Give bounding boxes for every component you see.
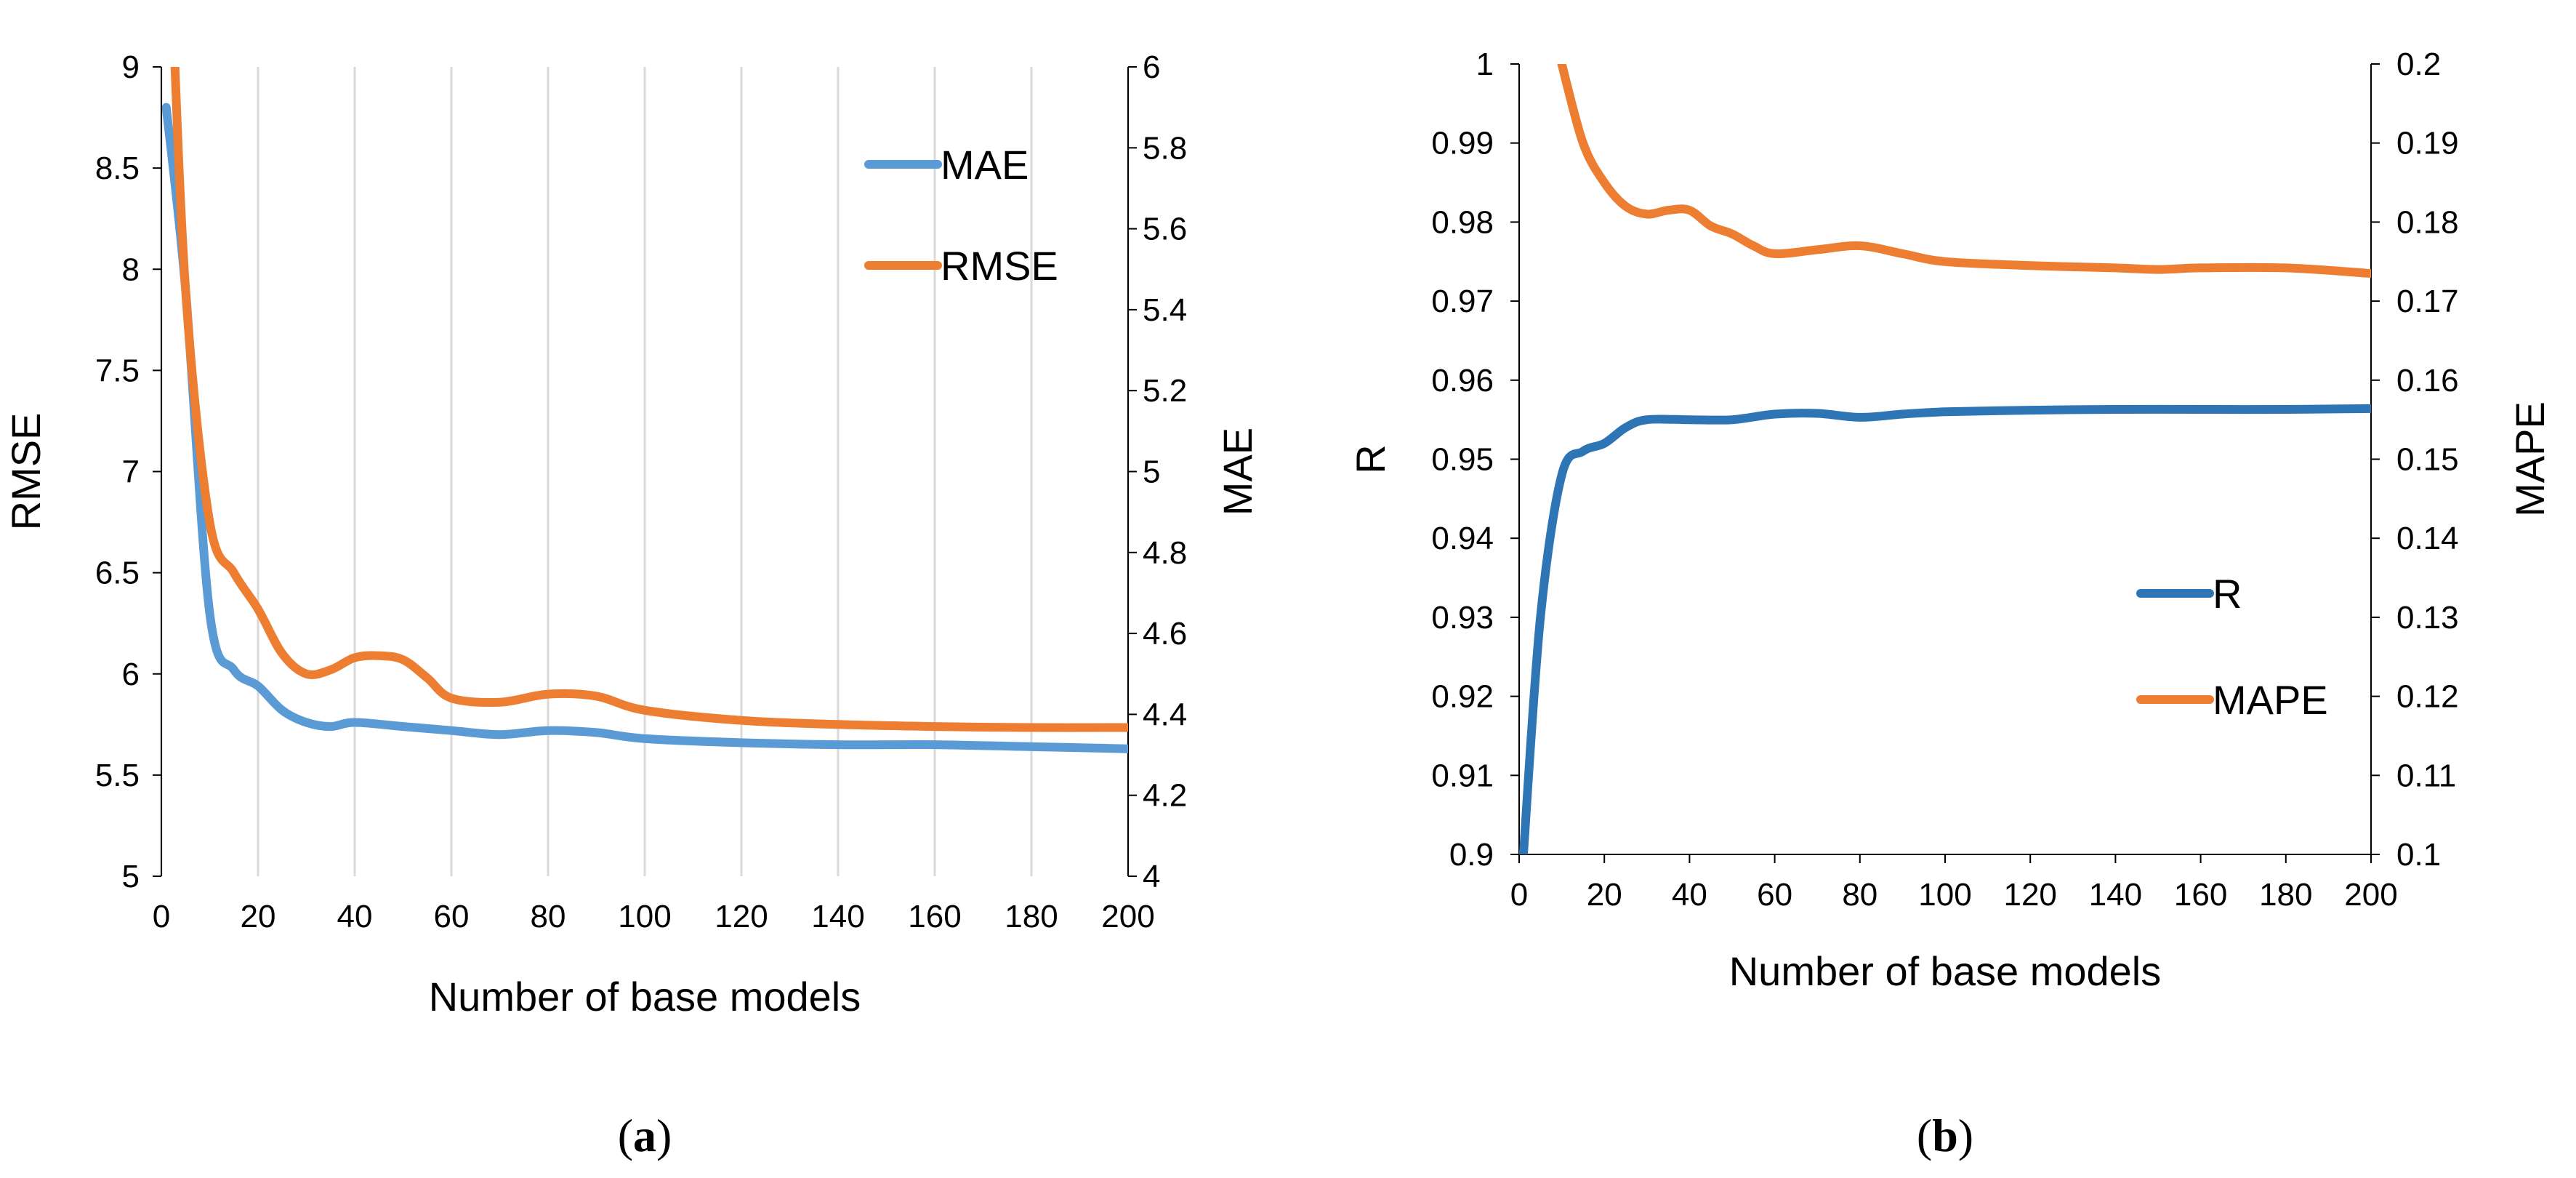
x-tick-label: 60 — [1757, 877, 1792, 913]
plot-area — [1519, 64, 2371, 854]
y-tick-label: 7 — [122, 454, 140, 490]
x-tick-label: 0 — [153, 899, 170, 934]
y-axis-title: R — [1348, 444, 1393, 473]
y2-tick-label: 0.13 — [2396, 600, 2459, 636]
y-tick-label: 5 — [122, 859, 140, 894]
x-tick-label: 140 — [2089, 877, 2142, 913]
y-tick-label: 0.9 — [1449, 837, 1494, 873]
legend-label-mae: MAE — [941, 142, 1029, 188]
series-line-mae — [161, 103, 1128, 753]
y-tick-label: 8 — [122, 252, 140, 287]
x-tick-label: 20 — [1587, 877, 1622, 913]
x-tick-label: 80 — [1842, 877, 1877, 913]
y2-tick-label: 0.17 — [2396, 284, 2459, 319]
y-tick-label: 8.5 — [95, 151, 140, 186]
x-tick-label: 180 — [2259, 877, 2312, 913]
y-tick-label: 9 — [122, 49, 140, 85]
y2-tick-label: 5.2 — [1143, 373, 1187, 409]
y-tick-label: 0.94 — [1431, 521, 1494, 556]
x-tick-label: 120 — [715, 899, 768, 934]
x-tick-label: 180 — [1005, 899, 1058, 934]
y2-axis-title: MAPE — [2507, 401, 2553, 517]
x-tick-label: 100 — [618, 899, 671, 934]
y-tick-label: 1 — [1476, 47, 1494, 82]
y2-tick-label: 0.18 — [2396, 204, 2459, 240]
y2-tick-label: 4.2 — [1143, 778, 1187, 814]
y2-tick-label: 0.15 — [2396, 442, 2459, 478]
legend-label-r: R — [2213, 571, 2242, 617]
y2-tick-label: 0.19 — [2396, 126, 2459, 161]
y-tick-label: 0.91 — [1431, 758, 1494, 793]
y2-tick-label: 5.4 — [1143, 292, 1187, 328]
y2-tick-label: 0.16 — [2396, 363, 2459, 398]
x-tick-label: 200 — [2344, 877, 2397, 913]
plot-area — [161, 67, 1128, 753]
x-tick-label: 60 — [434, 899, 470, 934]
y-axis-title: RMSE — [3, 413, 49, 531]
x-axis-title: Number of base models — [429, 974, 861, 1019]
x-tick-label: 40 — [1672, 877, 1707, 913]
chart-a: 5 5.5 6 6.5 7 7.5 8 8.5 9 4 4.2 4.4 4.6 4.8 5 5.2 5.4 5.6… — [3, 49, 1260, 1161]
y-tick-label: 7.5 — [95, 353, 140, 388]
y-tick-label: 0.96 — [1431, 363, 1494, 398]
x-tick-label: 0 — [1510, 877, 1528, 913]
legend-label-mape: MAPE — [2213, 677, 2328, 723]
x-tick-label: 40 — [337, 899, 373, 934]
y-tick-label: 0.99 — [1431, 126, 1494, 161]
series-line-r — [1519, 404, 2371, 854]
y2-tick-label: 4.4 — [1143, 697, 1187, 732]
panel-caption: (b) — [1917, 1110, 1973, 1161]
legend-label-rmse: RMSE — [941, 243, 1058, 289]
series-line-rmse — [170, 67, 1128, 732]
x-tick-label: 160 — [2174, 877, 2227, 913]
series-line-mape — [1557, 64, 2371, 279]
y-tick-label: 6 — [122, 657, 140, 692]
x-tick-label: 80 — [531, 899, 566, 934]
y-tick-label: 5.5 — [95, 758, 140, 793]
x-tick-label: 20 — [241, 899, 276, 934]
x-tick-label: 120 — [2003, 877, 2056, 913]
y2-tick-label: 0.11 — [2396, 758, 2456, 793]
x-axis-title: Number of base models — [1729, 948, 2162, 994]
y-tick-label: 0.92 — [1431, 679, 1494, 715]
y2-tick-label: 4.6 — [1143, 616, 1187, 652]
y2-tick-label: 4.8 — [1143, 535, 1187, 571]
y2-tick-label: 0.14 — [2396, 521, 2459, 556]
y-tick-label: 0.97 — [1431, 284, 1494, 319]
y2-tick-label: 5.6 — [1143, 212, 1187, 247]
y-tick-label: 0.98 — [1431, 204, 1494, 240]
y2-tick-label: 0.2 — [2396, 47, 2441, 82]
x-tick-label: 160 — [908, 899, 961, 934]
y2-tick-label: 0.1 — [2396, 837, 2441, 873]
panel-caption: (a) — [618, 1110, 672, 1161]
x-tick-label: 140 — [811, 899, 864, 934]
y2-tick-label: 4 — [1143, 859, 1160, 894]
y2-tick-label: 5.8 — [1143, 130, 1187, 166]
y-tick-label: 6.5 — [95, 556, 140, 591]
x-tick-label: 200 — [1101, 899, 1154, 934]
x-tick-label: 100 — [1918, 877, 1971, 913]
y-tick-label: 0.93 — [1431, 600, 1494, 636]
y2-tick-label: 0.12 — [2396, 679, 2459, 715]
y-tick-label: 0.95 — [1431, 442, 1494, 478]
y2-tick-label: 6 — [1143, 49, 1160, 85]
y2-axis-title: MAE — [1215, 428, 1260, 516]
y2-tick-label: 5 — [1143, 454, 1160, 490]
chart-b: 0.9 0.91 0.92 0.93 0.94 0.95 0.96 0.97 0.98 0.99 1… — [1348, 47, 2553, 1161]
